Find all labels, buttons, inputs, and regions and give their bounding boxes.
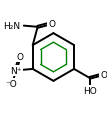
- Text: HO: HO: [83, 87, 96, 95]
- Text: O: O: [100, 71, 107, 80]
- Text: ⁻O: ⁻O: [5, 80, 17, 89]
- Text: N⁺: N⁺: [10, 66, 22, 75]
- Text: O: O: [48, 20, 55, 29]
- Text: H₂N: H₂N: [3, 21, 20, 30]
- Text: O: O: [16, 52, 23, 61]
